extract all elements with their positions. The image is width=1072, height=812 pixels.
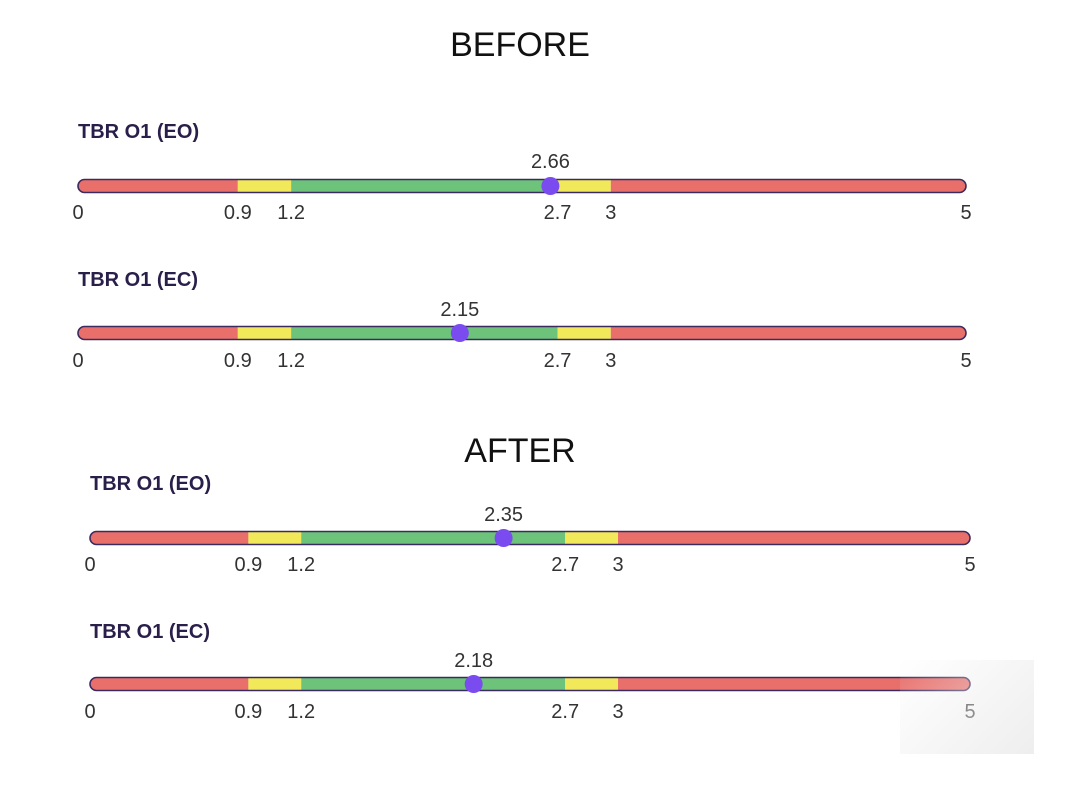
tick-label: 2.7 [551, 701, 579, 723]
tick-label: 0.9 [234, 554, 262, 576]
tick-label: 2.7 [544, 202, 572, 224]
value-marker [541, 177, 560, 195]
tick-label: 1.2 [287, 701, 315, 723]
tick-label: 0.9 [224, 202, 252, 224]
value-marker [450, 324, 469, 342]
after-title: AFTER [464, 432, 576, 470]
band-yellow [237, 326, 292, 340]
value-marker [464, 675, 483, 693]
band-red [78, 326, 238, 340]
value-label: 2.18 [454, 650, 493, 672]
tick-label: 0.9 [224, 350, 252, 372]
tick-label: 0 [84, 554, 95, 576]
tick-label: 0 [72, 202, 83, 224]
tick-label: 5 [960, 202, 971, 224]
gauge-bands [78, 326, 966, 340]
band-green [301, 531, 566, 545]
tick-label: 0.9 [234, 701, 262, 723]
band-green [291, 179, 558, 193]
tick-label: 1.2 [277, 202, 305, 224]
value-label: 2.15 [440, 299, 479, 321]
tick-label: 2.7 [544, 350, 572, 372]
band-yellow [565, 677, 618, 691]
gauge-title: TBR O1 (EC) [78, 269, 198, 291]
tick-label: 5 [964, 554, 975, 576]
band-red [610, 326, 966, 340]
gauge-bands [90, 531, 970, 545]
gauge-outline [77, 178, 967, 194]
band-green [301, 677, 566, 691]
band-yellow [565, 531, 618, 545]
gauge-title: TBR O1 (EO) [78, 121, 199, 143]
before-title: BEFORE [450, 26, 590, 64]
tick-label: 1.2 [287, 554, 315, 576]
value-label: 2.66 [531, 151, 570, 173]
band-yellow [237, 179, 292, 193]
value-marker [494, 529, 513, 547]
band-red [610, 179, 966, 193]
gauge-outline [77, 325, 967, 341]
band-red [618, 531, 970, 545]
band-red [90, 531, 249, 545]
tick-label: 3 [605, 202, 616, 224]
corner-shadow [900, 660, 1034, 754]
tick-label: 3 [612, 701, 623, 723]
band-green [291, 326, 558, 340]
band-yellow [248, 531, 302, 545]
gauge-bands [78, 179, 966, 193]
value-label: 2.35 [484, 504, 523, 526]
band-red [78, 179, 238, 193]
band-red [618, 677, 970, 691]
band-red [90, 677, 249, 691]
tick-label: 0 [72, 350, 83, 372]
gauge-bands [90, 677, 970, 691]
tick-label: 0 [84, 701, 95, 723]
gauge-title: TBR O1 (EO) [90, 473, 211, 495]
gauge-outline [89, 530, 971, 546]
tick-label: 2.7 [551, 554, 579, 576]
band-yellow [248, 677, 302, 691]
tick-label: 3 [605, 350, 616, 372]
band-yellow [557, 326, 611, 340]
gauge-title: TBR O1 (EC) [90, 621, 210, 643]
tick-label: 5 [960, 350, 971, 372]
tick-label: 1.2 [277, 350, 305, 372]
band-yellow [557, 179, 611, 193]
tick-label: 3 [612, 554, 623, 576]
